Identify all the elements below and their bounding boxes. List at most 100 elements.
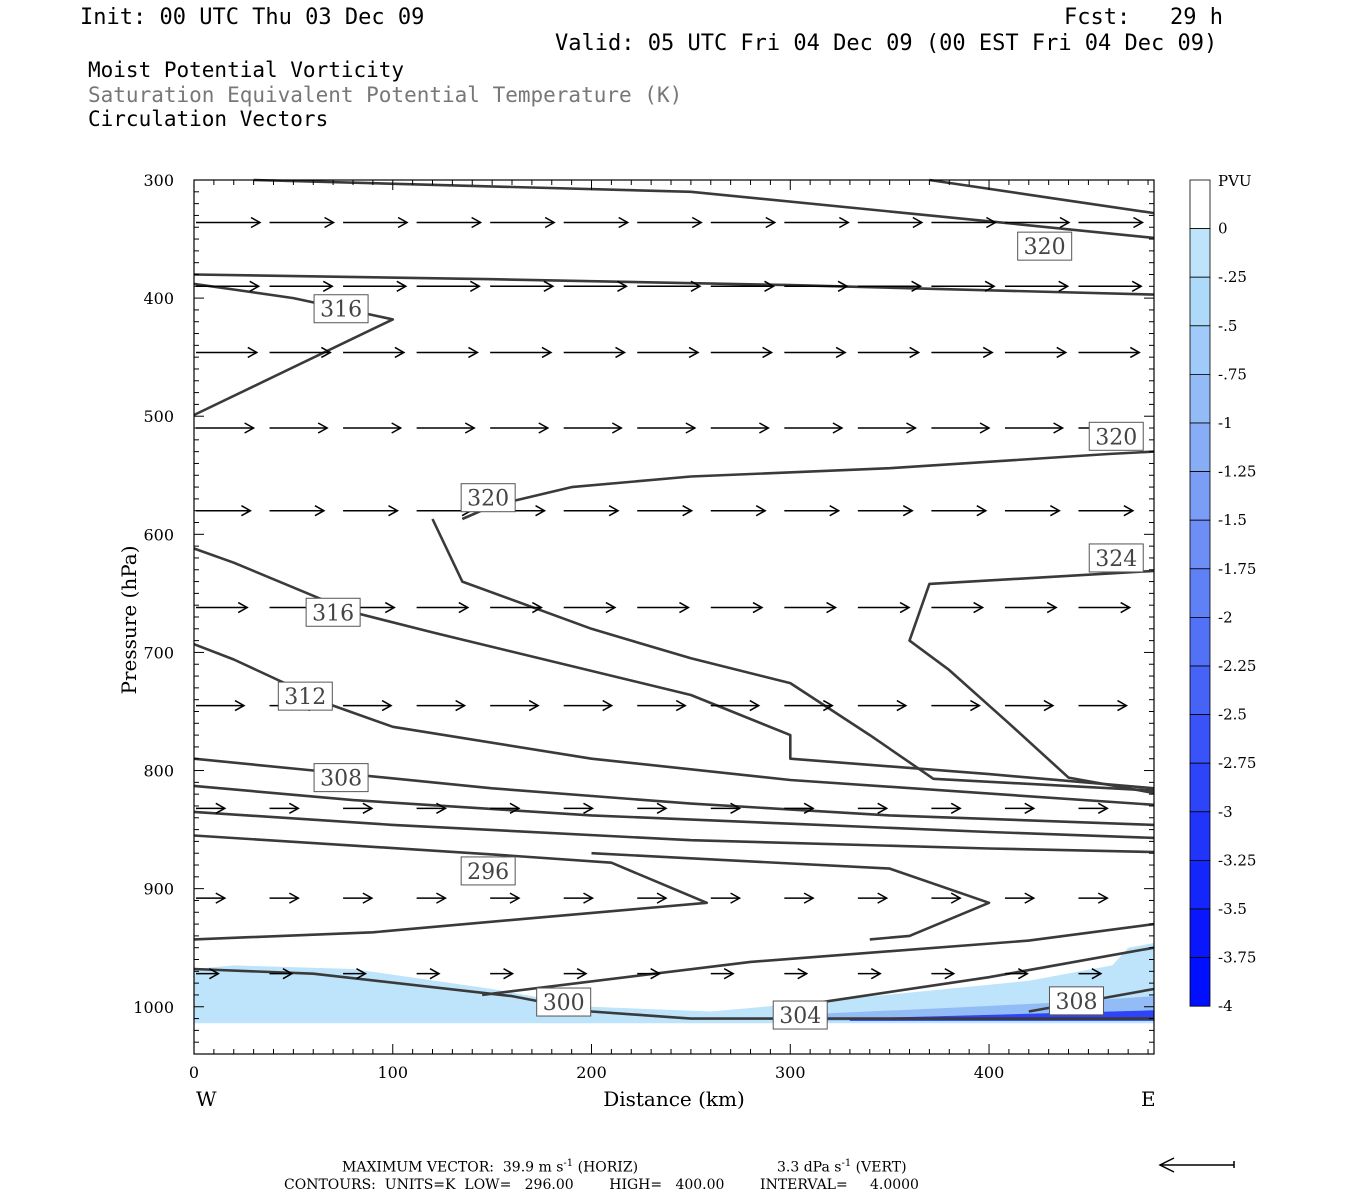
circulation-vector — [857, 699, 908, 712]
colorbar-label: -2.75 — [1218, 754, 1256, 772]
colorbar-label: -3.5 — [1218, 900, 1247, 918]
circulation-vector — [931, 968, 956, 980]
circulation-vector — [784, 505, 841, 517]
x-tick-label: 0 — [189, 1063, 199, 1082]
circulation-vector — [1078, 216, 1145, 229]
circulation-vector — [1004, 968, 1029, 980]
contour-label-text: 320 — [467, 487, 509, 512]
contour-label-box — [536, 987, 592, 1017]
circulation-vector — [1078, 280, 1143, 292]
y-tick-label: 900 — [143, 880, 174, 899]
circulation-vector — [490, 699, 540, 712]
colorbar-swatch — [1189, 325, 1211, 375]
circulation-vector — [931, 699, 981, 712]
circulation-vector — [637, 601, 690, 614]
circulation-vector — [637, 699, 687, 712]
circulation-vector — [490, 892, 521, 904]
contour-info: CONTOURS: UNITS=K LOW= 296.00 HIGH= 400.… — [284, 1177, 919, 1193]
colorbar-label: -2 — [1218, 608, 1233, 626]
circulation-vector — [710, 346, 774, 359]
contour-label-text: 312 — [284, 685, 326, 710]
circulation-vector — [343, 505, 400, 517]
circulation-vector — [490, 280, 555, 292]
circulation-vector — [710, 422, 770, 434]
y-tick-label: 1000 — [133, 998, 174, 1017]
circulation-vector — [857, 422, 918, 434]
circulation-vector — [563, 892, 595, 904]
contour-label-box — [305, 597, 361, 627]
thetaes-contour — [253, 178, 1155, 240]
circulation-vector — [196, 968, 220, 980]
circulation-vector — [269, 968, 294, 980]
circulation-vector — [196, 505, 252, 517]
circulation-vector — [416, 216, 483, 229]
colorbar-label: -2.5 — [1218, 706, 1247, 724]
pv-shade-region — [194, 943, 1154, 1024]
circulation-vector — [857, 892, 889, 904]
circulation-vector — [490, 422, 550, 434]
colorbar-label: -1.75 — [1218, 560, 1256, 578]
thetaes-contour — [431, 518, 1155, 792]
circulation-vector — [857, 346, 921, 359]
circulation-vector — [931, 346, 994, 359]
contour-label: 308 — [1048, 986, 1104, 1016]
x-axis-east-label: E — [1141, 1087, 1156, 1111]
colorbar-swatch — [1189, 957, 1211, 1007]
circulation-vector — [1004, 422, 1065, 434]
circulation-vector — [931, 422, 991, 434]
circulation-vector — [196, 216, 262, 229]
circulation-vector — [637, 280, 702, 292]
colorbar-swatch — [1189, 422, 1211, 472]
colorbar-label: -1 — [1218, 414, 1233, 432]
thetaes-contour — [193, 834, 709, 941]
contour-label-text: 308 — [320, 767, 362, 792]
circulation-vector — [710, 280, 776, 292]
circulation-vector — [1078, 699, 1129, 712]
circulation-vector — [637, 505, 694, 517]
colorbar-label: -3 — [1218, 803, 1233, 821]
contour-label-box — [1017, 231, 1073, 261]
circulation-vector — [857, 280, 923, 292]
circulation-vector — [416, 601, 470, 614]
thetaes-contour — [193, 757, 1155, 827]
colorbar-swatch — [1189, 179, 1211, 229]
contour-label: 296 — [460, 856, 516, 886]
circulation-vector — [1004, 699, 1055, 712]
circulation-vector — [637, 422, 697, 434]
circulation-vector — [1004, 216, 1071, 229]
colorbar-swatch — [1189, 617, 1211, 667]
circulation-vector — [343, 892, 374, 904]
thetaes-contour — [193, 273, 1155, 296]
y-tick-label: 500 — [143, 407, 174, 426]
colorbar-label: -.75 — [1218, 365, 1247, 383]
circulation-vector — [710, 802, 742, 814]
circulation-vector — [710, 216, 777, 229]
circulation-vector — [637, 968, 662, 980]
y-axis-label: Pressure (hPa) — [117, 546, 141, 695]
circulation-vector — [710, 968, 735, 980]
circulation-vector — [343, 346, 406, 359]
circulation-vector — [1078, 505, 1135, 517]
circulation-vector — [416, 699, 467, 712]
circulation-vector — [931, 601, 985, 614]
circulation-vector — [784, 802, 815, 814]
y-tick-label: 300 — [143, 171, 174, 190]
circulation-vector — [784, 346, 847, 359]
circulation-vector — [416, 346, 479, 359]
circulation-vector — [784, 968, 809, 980]
x-axis-label: Distance (km) — [603, 1087, 745, 1111]
circulation-vector — [269, 422, 329, 434]
contour-label-box — [313, 294, 369, 324]
contour-label-text: 300 — [543, 991, 585, 1016]
circulation-vector — [1078, 892, 1109, 904]
circulation-vector — [637, 346, 700, 359]
circulation-vector — [784, 892, 815, 904]
colorbar-swatch — [1189, 908, 1211, 958]
circulation-vector — [857, 802, 889, 814]
circulation-vector — [490, 346, 553, 359]
circulation-vector — [269, 346, 332, 359]
contour-label: 312 — [277, 681, 333, 711]
circulation-vector — [563, 699, 614, 712]
contour-label: 324 — [1088, 543, 1144, 573]
contour-label-text: 320 — [1095, 425, 1137, 450]
